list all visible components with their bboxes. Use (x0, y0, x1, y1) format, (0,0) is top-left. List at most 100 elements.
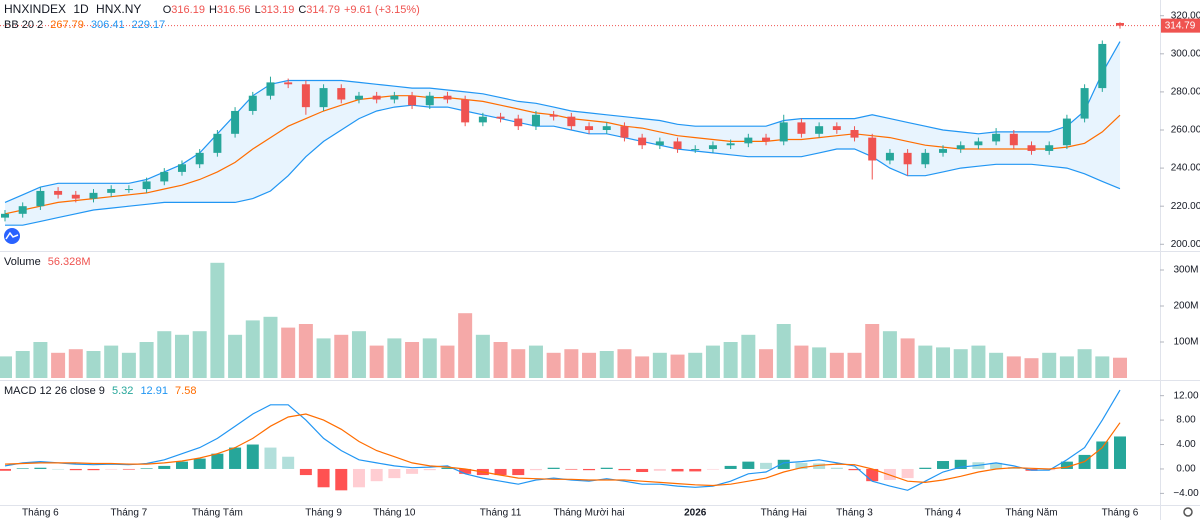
volume-bar (652, 352, 667, 378)
volume-bar (387, 338, 402, 378)
ohlc-prefix: H (208, 4, 217, 16)
candle-body (850, 130, 859, 138)
candle-body (443, 95, 452, 100)
indicator-title[interactable]: Volume (4, 256, 41, 268)
histogram-bar (848, 468, 861, 471)
volume-bar (405, 342, 420, 378)
histogram-bar (282, 456, 295, 469)
volume-bar (741, 334, 756, 378)
candle-body (142, 181, 151, 190)
candle-body (408, 95, 417, 106)
candle-body (89, 192, 98, 199)
volume-bar (1006, 356, 1021, 378)
candle-body (496, 116, 505, 119)
volume-bar (210, 262, 225, 378)
volume-legend: Volume 56.328M (4, 255, 95, 269)
volume-bar (1077, 349, 1092, 378)
indicator-title[interactable]: BB 20 2 (4, 19, 44, 31)
candle-body (885, 152, 894, 161)
ohlc-prefix: C (298, 4, 307, 16)
histogram-bar (883, 468, 896, 480)
volume-bar (1024, 358, 1039, 378)
y-tick-label: 320.00 (1171, 10, 1200, 21)
x-tick-label: 2026 (684, 508, 707, 519)
bb-legend: BB 20 2 267.79 306.41 229.17 (4, 18, 169, 32)
x-tick-label: Tháng 6 (22, 508, 59, 519)
candle-body (107, 189, 116, 193)
volume-bar (281, 327, 296, 378)
x-tick-label: Tháng Hai (761, 508, 807, 519)
histogram-bar (246, 444, 259, 469)
volume-bar (971, 345, 986, 378)
histogram-bar (441, 467, 454, 469)
volume-bar (263, 316, 278, 378)
candle-body (992, 133, 1001, 142)
x-tick-label: Tháng 3 (836, 508, 873, 519)
candle-body (354, 95, 363, 100)
candle-body (762, 137, 771, 142)
candle-body (956, 145, 965, 150)
y-tick-label: 200M (1173, 301, 1198, 312)
symbol[interactable]: HNXINDEX (4, 2, 67, 16)
histogram-bar (600, 467, 613, 469)
histogram-bar (69, 468, 82, 471)
candle-body (372, 95, 381, 100)
volume-bar (1059, 356, 1074, 378)
candle-body (797, 122, 806, 134)
volume-bar (617, 349, 632, 378)
volume-bar (139, 342, 154, 378)
candle-body (585, 126, 594, 130)
candle-body (1062, 118, 1071, 146)
candle-body (974, 141, 983, 146)
histogram-bar (264, 447, 277, 469)
histogram-bar (459, 468, 472, 474)
candle-body (301, 84, 310, 108)
y-tick-label: 280.00 (1171, 87, 1200, 98)
volume-bar (511, 349, 526, 378)
histogram-bar (16, 468, 29, 469)
volume-bar (564, 349, 579, 378)
histogram-bar (742, 461, 755, 469)
histogram-bar (1060, 461, 1073, 469)
band-line (5, 104, 1121, 226)
volume-bar (369, 345, 384, 378)
histogram-bar (760, 462, 773, 469)
y-tick-label: 8.00 (1176, 415, 1196, 426)
volume-bar (1095, 356, 1110, 378)
histogram-bar (0, 468, 11, 471)
candle-body (337, 88, 346, 100)
histogram-bar (494, 468, 507, 476)
volume-bar (546, 352, 561, 378)
y-tick-label: 300.00 (1171, 48, 1200, 59)
band-fill (5, 41, 1120, 226)
volume-bar (228, 334, 243, 378)
histogram-bar (565, 468, 578, 470)
indicator-title[interactable]: MACD 12 26 close 9 (4, 385, 105, 397)
x-tick-label: Tháng 11 (480, 508, 522, 519)
logo-mark (5, 231, 19, 240)
candle-body (461, 99, 470, 123)
candle-body (319, 88, 328, 108)
candle-body (1, 213, 9, 218)
x-tick-label: Tháng Tám (192, 508, 243, 519)
candle-body (1045, 145, 1054, 151)
volume-bar (68, 349, 83, 378)
volume-bar (759, 349, 774, 378)
candle-body (36, 190, 45, 207)
candle-body (531, 114, 540, 127)
candle-body (903, 152, 912, 165)
settings-icon[interactable] (1183, 507, 1193, 517)
candle-body (18, 206, 27, 214)
candle-body (549, 114, 558, 117)
candle-body (691, 149, 700, 151)
interval[interactable]: 1D (73, 2, 89, 16)
histogram-bar (299, 468, 312, 476)
volume-bar (104, 345, 119, 378)
candle-body (1009, 133, 1018, 146)
price-tag (1161, 18, 1200, 33)
legend-value: 7.58 (175, 385, 197, 397)
histogram-bar (706, 468, 719, 470)
histogram-bar (618, 468, 631, 471)
histogram-bar (653, 468, 666, 471)
